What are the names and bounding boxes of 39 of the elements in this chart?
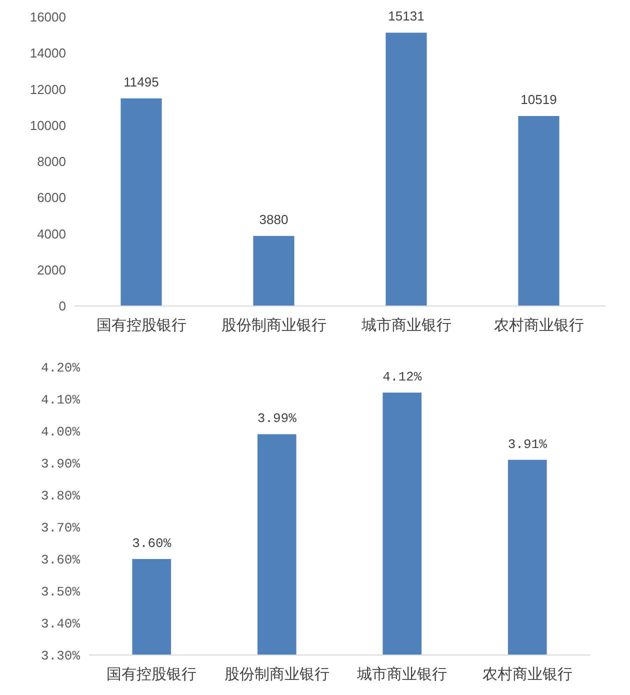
y-tick-label: 14000	[30, 46, 66, 61]
data-label: 3.91%	[508, 436, 548, 452]
y-tick-label: 10000	[30, 118, 66, 133]
y-tick-label: 3.40%	[40, 616, 80, 632]
x-tick-label: 国有控股银行	[106, 665, 197, 683]
data-label: 11495	[124, 74, 159, 90]
y-tick-label: 3.70%	[40, 520, 80, 536]
data-label: 10519	[520, 92, 557, 107]
bar	[120, 98, 162, 306]
y-tick-label: 12000	[30, 82, 66, 97]
y-tick-label: 4.10%	[40, 392, 80, 408]
bar	[518, 116, 560, 306]
y-tick-label: 6000	[37, 190, 66, 206]
x-tick-label: 股份制商业银行	[224, 665, 330, 683]
x-tick-label: 国有控股银行	[96, 316, 186, 334]
y-tick-label: 3.30%	[40, 648, 80, 664]
y-tick-label: 4.00%	[40, 424, 80, 440]
y-tick-label: 3.50%	[40, 584, 80, 600]
data-label: 3.99%	[257, 411, 297, 426]
data-label: 3.60%	[132, 536, 172, 551]
data-label: 15131	[388, 8, 424, 24]
y-tick-label: 16000	[30, 10, 66, 25]
y-tick-label: 3.60%	[40, 552, 80, 568]
y-tick-label: 4.20%	[40, 360, 80, 376]
y-tick-label: 2000	[37, 262, 66, 278]
y-tick-label: 4000	[37, 226, 66, 242]
bar	[386, 32, 427, 306]
data-label: 4.12%	[382, 370, 422, 385]
x-tick-label: 农村商业银行	[494, 316, 584, 334]
x-tick-label: 农村商业银行	[482, 665, 572, 683]
y-tick-label: 3.80%	[40, 488, 80, 504]
y-tick-label: 0	[58, 298, 66, 314]
bar	[253, 236, 294, 306]
data-label: 3880	[259, 212, 288, 227]
y-tick-label: 8000	[37, 154, 66, 170]
x-tick-label: 城市商业银行	[360, 316, 452, 334]
x-tick-label: 股份制商业银行	[221, 316, 326, 334]
x-tick-label: 城市商业银行	[356, 665, 448, 683]
y-tick-label: 3.90%	[40, 456, 80, 472]
